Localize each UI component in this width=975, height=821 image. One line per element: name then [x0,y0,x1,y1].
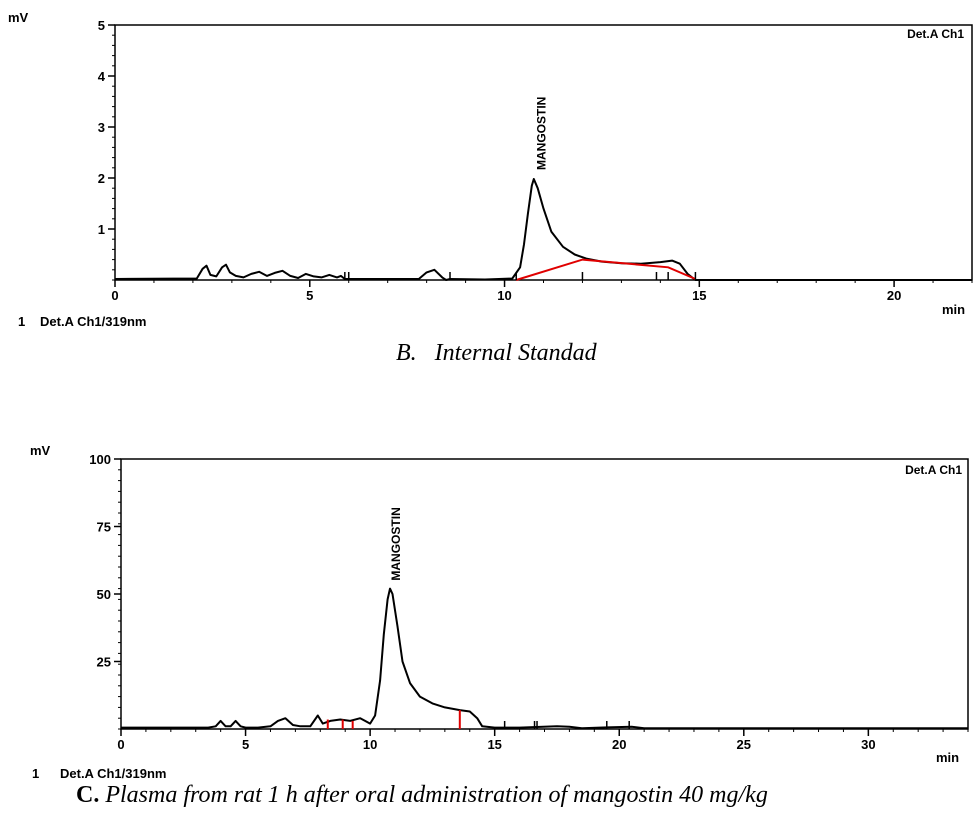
peak-annotation: MANGOSTIN [535,97,549,170]
y-unit-label: mV [30,443,51,458]
x-tick-label: 0 [117,737,124,752]
x-tick-label: 15 [487,737,501,752]
x-tick-label: 20 [887,288,901,303]
plot-area: MANGOSTIN [114,24,973,281]
y-unit-label: mV [8,10,29,25]
y-tick-label: 5 [98,18,105,33]
caption-b-letter: B. [396,340,417,366]
chart-internal-standard: mV min Det.A Ch1 1 Det.A Ch1/319nm 1 2 3 4 5… [8,10,973,329]
x-unit-label: min [942,302,965,317]
chromatogram-trace [114,178,972,281]
y-tick-label: 3 [98,120,105,135]
tick-group: 25 50 75 100 0 5 10 15 20 25 30 [89,452,969,752]
caption-c-letter: C. [76,782,100,808]
x-tick-label: 25 [737,737,751,752]
chart-plasma-sample: mV min Det.A Ch1 1 Det.A Ch1/319nm 25507… [30,443,969,781]
detector-label: Det.A Ch1 [907,27,964,41]
plot-frame [120,458,969,730]
detector-label: Det.A Ch1 [905,463,962,477]
caption-b: B. Internal Standad [396,340,597,367]
y-tick-label: 4 [98,69,106,84]
caption-c: C. Plasma from rat 1 h after oral admini… [76,782,768,809]
x-tick-label: 10 [497,288,511,303]
legend-text: Det.A Ch1/319nm [60,766,166,781]
chromatogram-trace [121,587,968,730]
x-tick-label: 5 [242,737,249,752]
caption-b-text: Internal Standad [434,340,597,366]
x-tick-label: 0 [111,288,118,303]
x-unit-label: min [936,750,959,765]
plot-area: MANGOSTIN [120,458,969,730]
x-tick-label: 15 [692,288,706,303]
plot-frame [114,24,973,281]
peak-annotation: MANGOSTIN [389,507,403,580]
caption-c-text: Plasma from rat 1 h after oral administr… [105,782,768,808]
y-tick-label: 100 [89,452,111,467]
legend-index: 1 [32,766,39,781]
y-tick-label: 50 [97,587,111,602]
y-tick-label: 1 [98,222,105,237]
x-tick-label: 5 [306,288,313,303]
y-tick-label: 25 [97,655,111,670]
x-tick-label: 10 [363,737,377,752]
x-tick-label: 30 [861,737,875,752]
y-tick-label: 2 [98,171,105,186]
y-tick-label: 75 [97,520,111,535]
x-tick-label: 20 [612,737,626,752]
legend-text: Det.A Ch1/319nm [40,314,146,329]
legend-index: 1 [18,314,25,329]
integration-baseline [515,258,696,281]
